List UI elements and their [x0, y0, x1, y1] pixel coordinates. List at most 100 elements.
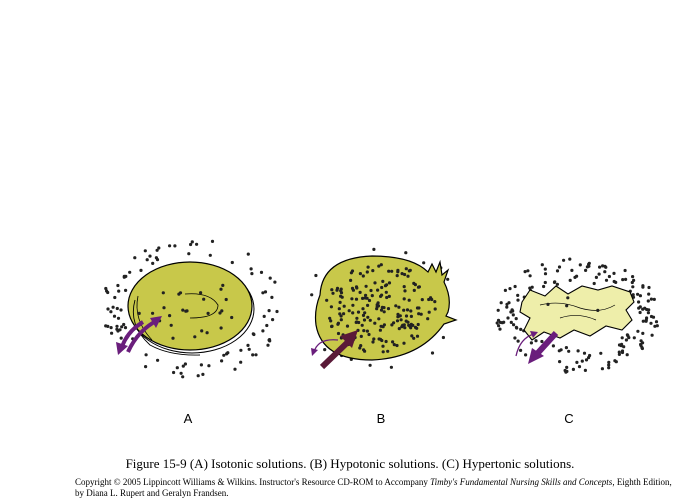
solute-particle [614, 280, 618, 284]
solute-particle [367, 332, 371, 337]
solute-particle [372, 247, 376, 251]
solute-particle [587, 356, 591, 360]
solute-particle [607, 366, 611, 370]
solute-particle [314, 273, 318, 278]
solute-particle [397, 327, 401, 331]
solute-particle [376, 288, 380, 292]
solute-particle [411, 323, 415, 327]
arrow-c-outward [533, 330, 559, 358]
solute-particle [519, 327, 523, 331]
solute-particle [417, 312, 421, 316]
solute-particle [128, 270, 132, 274]
cell-a-membrane-fold-inner [136, 295, 153, 341]
solute-particle [430, 351, 435, 355]
arrow-b-inward-head [340, 330, 358, 348]
solute-particle [496, 308, 500, 312]
solute-particle [403, 289, 407, 293]
solute-particle [576, 349, 580, 353]
panel-a-isotonic-cell [127, 261, 255, 356]
copyright-line1-suffix: , Eighth Edition, [612, 477, 672, 487]
solute-particle [584, 268, 588, 272]
solute-particle [636, 292, 640, 296]
solute-particle [641, 331, 645, 335]
arrow-b-inward [319, 337, 353, 370]
solute-particle [220, 359, 224, 363]
solute-particle [371, 340, 375, 344]
copyright-line2: by Diana L. Rupert and Geralyn Frandsen. [75, 488, 229, 498]
solute-particle [499, 301, 503, 305]
solute-particle [181, 308, 185, 312]
solute-particle [386, 307, 391, 311]
solute-particle [603, 270, 607, 274]
solute-particle [511, 313, 515, 317]
solute-particle [519, 348, 523, 352]
solute-particle [600, 367, 605, 371]
solute-particle [623, 268, 627, 273]
solute-particle [617, 350, 621, 354]
solute-particle [196, 374, 200, 378]
solute-particle [599, 351, 603, 355]
solute-particle [607, 274, 612, 279]
solute-particle [565, 365, 569, 369]
solute-particle [366, 265, 370, 269]
solute-particle [133, 256, 137, 260]
solute-particle [349, 271, 353, 275]
solute-particle [219, 326, 223, 330]
solute-particle [381, 344, 385, 348]
solute-particle [624, 338, 629, 342]
solute-particle [161, 291, 165, 295]
solute-particle [379, 263, 383, 267]
solute-particle [155, 248, 159, 252]
solute-particle [396, 268, 400, 272]
solute-particle [505, 305, 509, 309]
solute-particle [653, 324, 657, 328]
solute-particle [597, 272, 601, 276]
solute-particle [370, 294, 374, 298]
solute-particle [516, 293, 520, 297]
solute-particle [367, 298, 372, 303]
solute-particle [251, 353, 255, 357]
solute-particle [273, 280, 277, 284]
solute-particle [349, 278, 353, 282]
solute-particle [384, 290, 388, 294]
solute-particle [543, 280, 547, 285]
solute-particle [338, 312, 342, 316]
solute-particle [495, 321, 499, 325]
solute-particle [557, 349, 561, 353]
solute-particle [617, 343, 622, 347]
solute-particle [515, 326, 519, 330]
panel-label-a: A [183, 411, 193, 426]
solute-particle [151, 261, 155, 265]
solute-particle [644, 318, 648, 322]
solute-particle [631, 275, 635, 279]
solute-particle [402, 308, 406, 312]
solute-particle [604, 265, 608, 269]
solute-particle [199, 291, 203, 295]
solute-particle [247, 347, 251, 351]
solute-particle [395, 319, 400, 323]
solute-particle [262, 314, 266, 318]
solute-particle [412, 288, 416, 292]
solute-particle [351, 311, 355, 315]
solute-particle [395, 274, 399, 278]
solute-particle [546, 302, 550, 306]
solute-particle [252, 332, 256, 337]
solute-particle [387, 269, 391, 273]
solute-particle [175, 366, 179, 370]
solute-particle [373, 321, 377, 325]
solute-particle [649, 297, 654, 301]
panel-b-intracellular-particles [325, 263, 437, 354]
solute-particle [342, 312, 346, 316]
solute-particle [143, 249, 147, 253]
solute-particle [514, 317, 518, 321]
solute-particle [361, 307, 365, 311]
solute-particle [336, 331, 341, 336]
solute-particle [614, 360, 618, 364]
solute-particle [601, 264, 605, 268]
solute-particle [218, 311, 222, 315]
cell-a-body [127, 261, 253, 351]
solute-particle [115, 306, 119, 311]
solute-particle [139, 268, 143, 272]
solute-particle [156, 358, 160, 362]
panel-a-extracellular-particles [104, 239, 279, 379]
